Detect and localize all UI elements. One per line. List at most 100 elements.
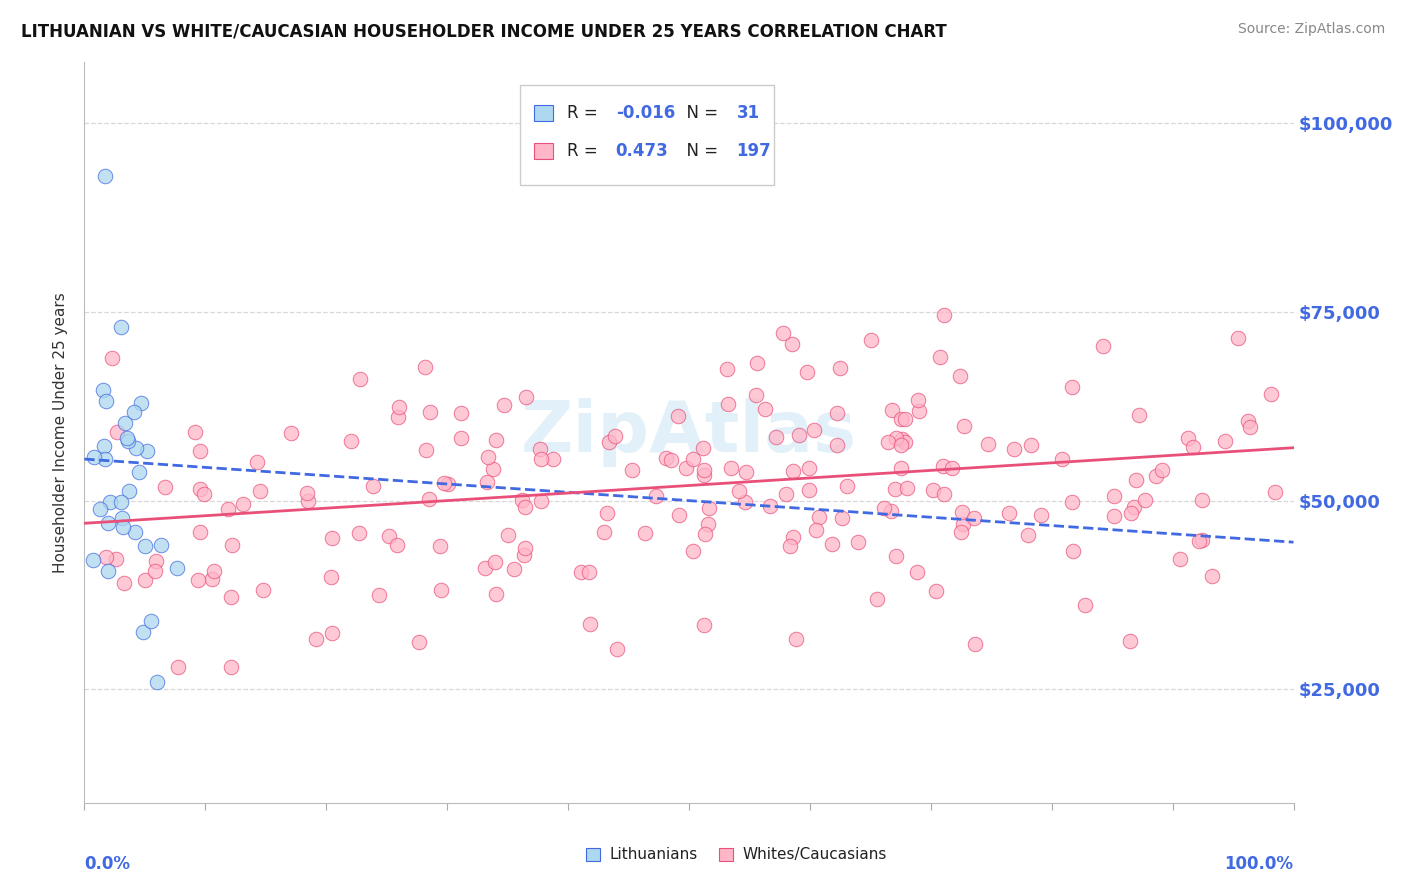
- Point: [873, 501, 896, 516]
- Point: [430, 582, 453, 597]
- Point: [502, 561, 524, 575]
- Point: [1092, 338, 1115, 352]
- Point: [387, 409, 409, 424]
- Point: [541, 452, 564, 467]
- Point: [963, 637, 986, 651]
- Point: [91, 383, 114, 397]
- Point: [905, 565, 928, 579]
- Point: [124, 441, 146, 455]
- Point: [110, 511, 132, 525]
- Point: [1121, 506, 1143, 520]
- FancyBboxPatch shape: [520, 85, 773, 185]
- Point: [1062, 380, 1084, 394]
- Point: [693, 618, 716, 632]
- Point: [349, 526, 371, 541]
- Point: [950, 505, 973, 519]
- Point: [682, 543, 704, 558]
- Point: [1123, 500, 1146, 514]
- Point: [803, 423, 825, 437]
- Point: [605, 429, 627, 443]
- Point: [846, 534, 869, 549]
- Point: [146, 674, 169, 689]
- Point: [529, 442, 551, 456]
- Point: [188, 482, 211, 496]
- Point: [433, 476, 456, 491]
- Point: [717, 397, 740, 411]
- Point: [1104, 509, 1126, 524]
- Point: [1150, 463, 1173, 477]
- Point: [415, 442, 437, 457]
- Point: [232, 497, 254, 511]
- Point: [682, 451, 704, 466]
- Point: [321, 626, 343, 640]
- Point: [797, 460, 820, 475]
- Text: 0.0%: 0.0%: [84, 855, 131, 872]
- Point: [114, 416, 136, 430]
- Point: [692, 441, 714, 455]
- Point: [132, 624, 155, 639]
- Point: [450, 406, 472, 420]
- Point: [697, 516, 720, 531]
- Point: [668, 508, 690, 522]
- Point: [675, 460, 697, 475]
- Point: [115, 431, 138, 445]
- Point: [1236, 413, 1258, 427]
- Point: [201, 572, 224, 586]
- Text: 197: 197: [737, 143, 772, 161]
- Point: [450, 431, 472, 445]
- Point: [775, 487, 797, 501]
- Point: [1264, 485, 1286, 500]
- Point: [321, 531, 343, 545]
- Point: [101, 351, 124, 366]
- Point: [221, 538, 243, 552]
- Point: [496, 528, 519, 542]
- Point: [305, 632, 328, 647]
- Point: [513, 500, 536, 515]
- Point: [249, 483, 271, 498]
- Point: [859, 333, 882, 347]
- Point: [593, 524, 616, 539]
- Point: [1060, 494, 1083, 508]
- Point: [429, 540, 451, 554]
- Point: [155, 479, 177, 493]
- Point: [890, 461, 912, 475]
- Point: [94, 169, 117, 183]
- Point: [728, 484, 751, 499]
- Point: [655, 450, 678, 465]
- Point: [952, 516, 974, 531]
- Point: [485, 587, 508, 601]
- Text: 0.473: 0.473: [616, 143, 668, 161]
- Point: [117, 483, 139, 498]
- Point: [908, 403, 931, 417]
- Point: [1181, 440, 1204, 454]
- Point: [513, 548, 536, 562]
- Point: [484, 555, 506, 569]
- Point: [924, 584, 946, 599]
- Bar: [720, 848, 734, 862]
- Point: [136, 444, 159, 458]
- Text: Lithuanians: Lithuanians: [610, 847, 699, 863]
- Point: [408, 635, 430, 649]
- Point: [437, 477, 460, 491]
- Point: [877, 435, 900, 450]
- Point: [866, 592, 889, 607]
- Point: [772, 326, 794, 340]
- Point: [297, 493, 319, 508]
- Point: [797, 483, 820, 497]
- Point: [193, 486, 215, 500]
- Point: [754, 401, 776, 416]
- Point: [934, 308, 956, 322]
- Point: [217, 502, 239, 516]
- Point: [1029, 508, 1052, 522]
- Point: [890, 412, 912, 426]
- Point: [1191, 533, 1213, 548]
- Point: [94, 451, 117, 466]
- Point: [697, 501, 720, 516]
- Point: [128, 465, 150, 479]
- Text: R =: R =: [567, 143, 603, 161]
- Point: [950, 525, 973, 540]
- Point: [659, 452, 682, 467]
- Point: [98, 495, 121, 509]
- Point: [385, 538, 408, 552]
- Point: [579, 616, 602, 631]
